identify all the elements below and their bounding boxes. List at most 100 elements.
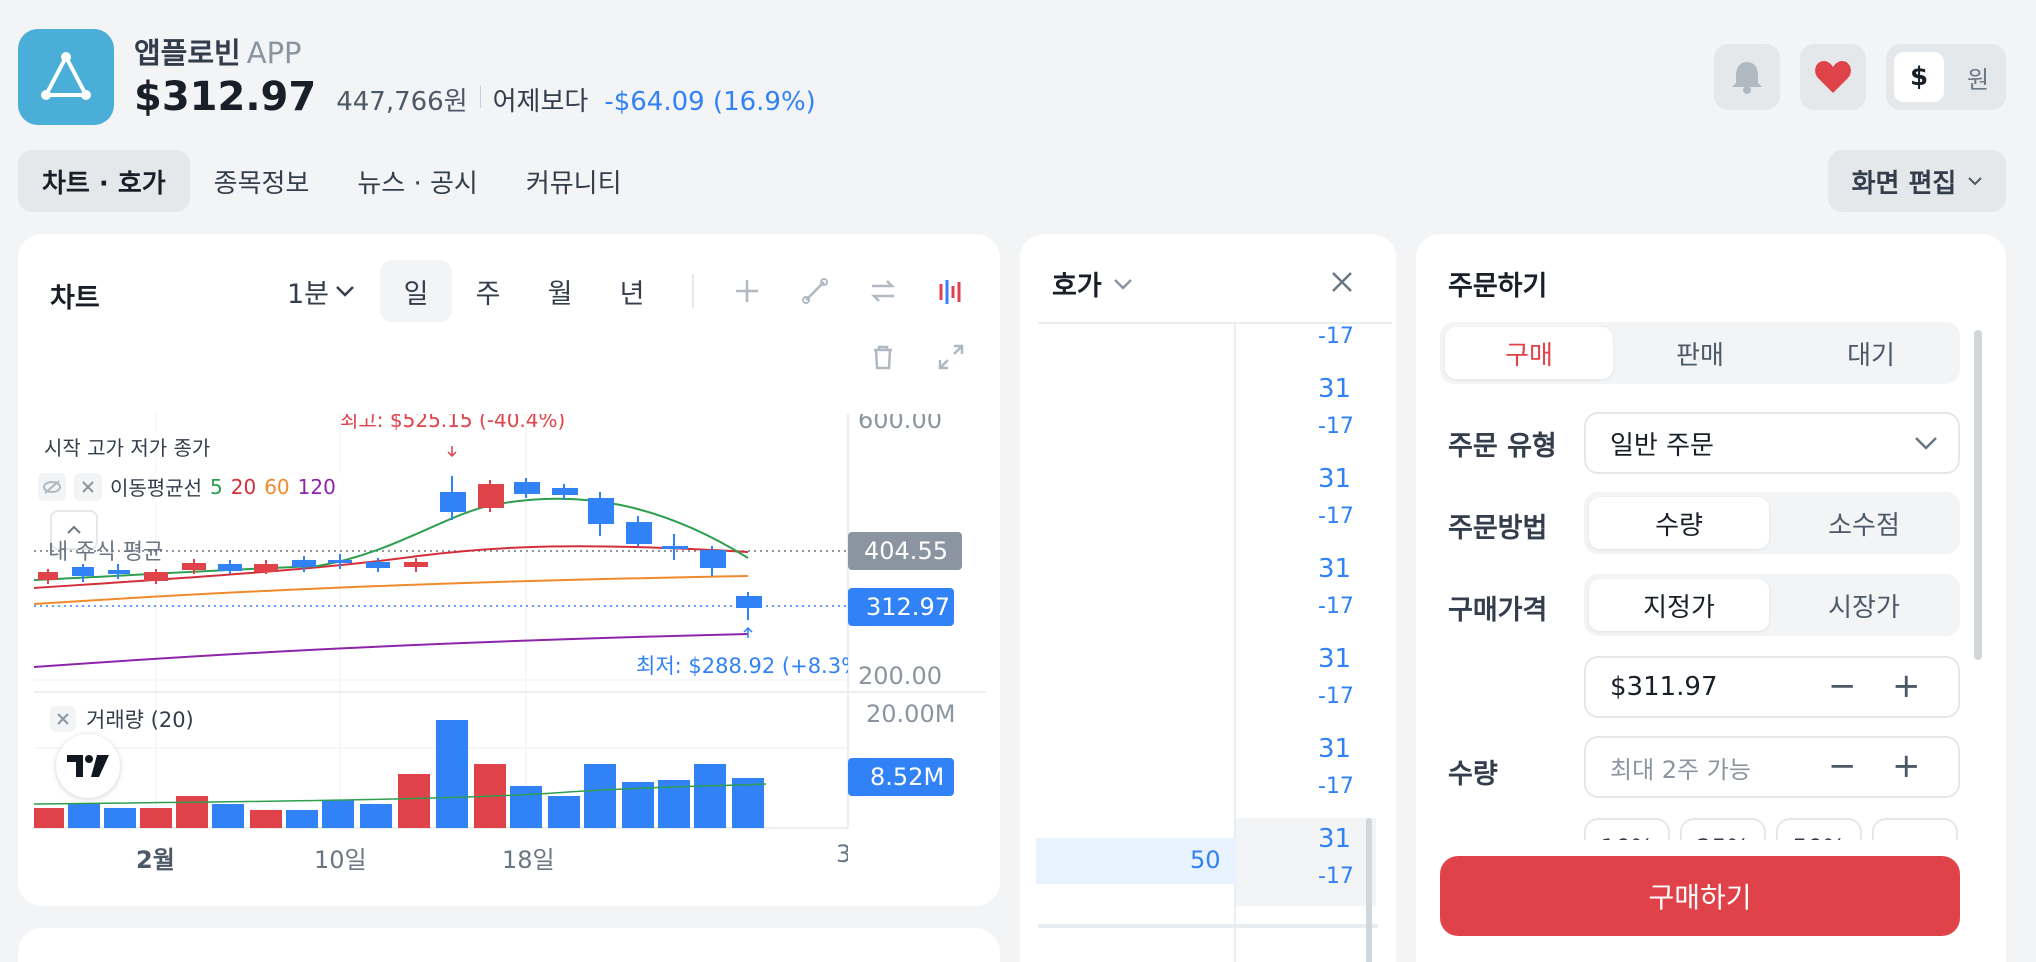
price-type-seg: 지정가 시장가: [1584, 574, 1960, 636]
buy-button[interactable]: 구매하기: [1440, 856, 1960, 936]
close-icon[interactable]: [74, 472, 102, 501]
orderbook-header-divider: [1038, 322, 1392, 324]
close-icon[interactable]: [50, 706, 76, 732]
hoga-rate: -17: [1318, 504, 1354, 529]
price-type-limit[interactable]: 지정가: [1589, 579, 1769, 631]
candle: [404, 558, 428, 572]
compare-icon[interactable]: [866, 274, 900, 308]
hoga-price[interactable]: 31: [1318, 644, 1352, 674]
currency-toggle[interactable]: $ 원: [1886, 44, 2006, 110]
tab-sell[interactable]: 판매: [1676, 340, 1724, 371]
hoga-price[interactable]: 31: [1318, 374, 1352, 404]
candle: [254, 560, 278, 574]
quantity-label: 수량: [1448, 759, 1498, 790]
period-month[interactable]: 월: [547, 278, 573, 310]
price-input[interactable]: $311.97 − +: [1584, 656, 1960, 718]
quantity-placeholder: 최대 2주 가능: [1610, 755, 1751, 784]
candle: [182, 559, 206, 574]
tab-buy[interactable]: 구매: [1445, 327, 1613, 379]
price-increment-button[interactable]: +: [1892, 666, 1921, 706]
orderbook-title: 호가: [1052, 271, 1102, 302]
hoga-price-current[interactable]: 31: [1318, 824, 1352, 854]
volume-badge-text: 8.52M: [870, 763, 945, 791]
hoga-qty: 50: [1190, 846, 1221, 874]
pct-50-button[interactable]: 50%: [1776, 818, 1862, 840]
period-week[interactable]: 주: [475, 278, 501, 310]
draw-line-icon[interactable]: [798, 274, 832, 308]
candles: [38, 476, 762, 620]
current-price-row-bg: [1236, 818, 1376, 906]
crosshair-icon[interactable]: [730, 274, 764, 308]
hoga-price[interactable]: 31: [1318, 734, 1352, 764]
tradingview-logo[interactable]: [56, 734, 120, 798]
hoga-rate: -17: [1318, 774, 1354, 799]
order-type-value: 일반 주문: [1610, 430, 1714, 461]
order-panel: 주문하기 구매 판매 대기 주문 유형 일반 주문 주문방법 수량 소수점 구매…: [1416, 234, 2006, 962]
edit-screen-button[interactable]: 화면 편집: [1828, 150, 2006, 212]
eye-off-icon[interactable]: [38, 472, 66, 501]
pct-10-button[interactable]: 10%: [1584, 818, 1670, 840]
order-scrollbar[interactable]: [1974, 330, 1982, 660]
order-type-select[interactable]: 일반 주문: [1584, 412, 1960, 474]
edit-screen-label: 화면 편집: [1851, 168, 1957, 199]
pct-max-button[interactable]: 최대: [1872, 818, 1958, 840]
candle-type-icon[interactable]: [934, 274, 968, 308]
candle: [328, 554, 352, 569]
method-quantity[interactable]: 수량: [1589, 497, 1769, 549]
heart-icon: [1815, 61, 1851, 93]
price-chart[interactable]: [18, 234, 1000, 906]
price-decrement-button[interactable]: −: [1828, 666, 1857, 706]
quantity-increment-button[interactable]: +: [1892, 746, 1921, 786]
tab-pending[interactable]: 대기: [1847, 340, 1895, 371]
hoga-rate: -17: [1318, 414, 1354, 439]
x-label-18: 18일: [502, 846, 555, 874]
high-marker: [447, 446, 457, 458]
app-logo-icon: [41, 52, 91, 100]
hoga-price[interactable]: 31: [1318, 464, 1352, 494]
ma-legend: 이동평균선 5 20 60 120: [32, 470, 342, 503]
price-row: $312.97 447,766원 어제보다 -$64.09 (16.9%): [134, 74, 816, 120]
collapse-legend-button[interactable]: [50, 510, 98, 550]
ma-20: 20: [230, 474, 257, 499]
candle: [218, 560, 242, 574]
ticker: APP: [246, 36, 302, 70]
currency-won[interactable]: 원: [1966, 65, 1990, 94]
period-year[interactable]: 년: [619, 278, 645, 310]
price-input-value: $311.97: [1610, 672, 1718, 702]
quantity-input[interactable]: 최대 2주 가능 − +: [1584, 736, 1960, 798]
chevron-down-icon: [336, 286, 354, 297]
divider: [479, 86, 481, 108]
app-logo: [18, 29, 114, 125]
orderbook-bottom-divider: [1038, 924, 1378, 928]
trash-icon[interactable]: [866, 340, 900, 374]
quantity-decrement-button[interactable]: −: [1828, 746, 1857, 786]
tab-chart-hoga[interactable]: 차트 · 호가: [18, 150, 190, 212]
orderbook-title-dropdown[interactable]: 호가: [1052, 264, 1134, 303]
ohlc-legend: 시작 고가 저가 종가: [32, 430, 223, 463]
orderbook-scrollbar[interactable]: [1366, 818, 1372, 962]
period-day[interactable]: 일: [380, 260, 452, 322]
hoga-price[interactable]: 31: [1318, 554, 1352, 584]
pct-25-button[interactable]: 25%: [1680, 818, 1766, 840]
volume-badge: [848, 758, 954, 796]
interval-selector[interactable]: 1분: [280, 260, 362, 322]
candle: [38, 569, 58, 584]
close-icon[interactable]: [1330, 270, 1354, 294]
fullscreen-icon[interactable]: [934, 340, 968, 374]
high-label-clip: 최고: $525.15 (-40.4%): [340, 414, 590, 436]
vs-yesterday-label: 어제보다: [492, 87, 589, 117]
tab-community[interactable]: 커뮤니티: [525, 168, 622, 199]
ma-5: 5: [210, 474, 223, 499]
stock-name-text: 앱플로빈: [134, 36, 241, 70]
notification-button[interactable]: [1714, 44, 1780, 110]
price-won: 447,766원: [336, 87, 468, 117]
price-type-market[interactable]: 시장가: [1828, 592, 1900, 623]
chevron-down-icon: [1968, 177, 1983, 186]
chart-title: 차트: [50, 283, 100, 314]
method-fractional[interactable]: 소수점: [1828, 510, 1900, 541]
currency-dollar[interactable]: $: [1894, 52, 1944, 102]
tab-news[interactable]: 뉴스 · 공시: [357, 168, 478, 199]
favorite-button[interactable]: [1800, 44, 1866, 110]
main-tabs: 차트 · 호가 종목정보 뉴스 · 공시 커뮤니티: [18, 150, 646, 212]
tab-stock-info[interactable]: 종목정보: [213, 168, 310, 199]
